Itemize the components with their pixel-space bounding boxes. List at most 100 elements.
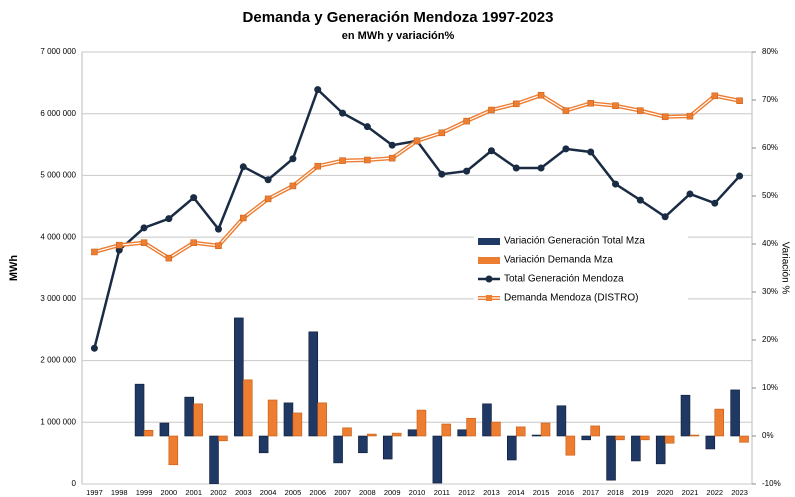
y-tick-label: 6 000 000 xyxy=(40,109,76,118)
x-tick-label: 2005 xyxy=(285,488,302,497)
y-tick-label: 7 000 000 xyxy=(40,47,76,56)
marker xyxy=(264,195,272,203)
bar xyxy=(631,435,641,462)
bar xyxy=(655,435,666,465)
legend-label: Variación Demanda Mza xyxy=(504,255,613,266)
bar xyxy=(680,394,691,437)
bar xyxy=(739,435,749,443)
y2-tick-label: 40% xyxy=(762,239,778,248)
marker xyxy=(612,180,620,188)
y2-tick-label: 80% xyxy=(762,47,778,56)
legend-label: Variación Generación Total Mza xyxy=(504,236,645,247)
bar xyxy=(531,434,542,437)
marker xyxy=(264,176,272,184)
x-tick-label: 2020 xyxy=(657,488,674,497)
bar xyxy=(432,435,443,484)
bar xyxy=(143,429,154,437)
x-tick-label: 2006 xyxy=(309,488,326,497)
x-tick-label: 2011 xyxy=(434,488,450,497)
chart-subtitle: en MWh y variación% xyxy=(342,30,455,42)
bar xyxy=(382,435,393,460)
marker xyxy=(736,172,744,180)
marker xyxy=(487,147,495,155)
bar xyxy=(581,435,592,441)
marker xyxy=(711,92,719,100)
marker xyxy=(215,242,222,250)
marker xyxy=(736,97,743,105)
bar xyxy=(540,422,551,437)
y-tick-label: 0 xyxy=(72,479,77,488)
marker xyxy=(140,224,148,232)
y-tick-label: 1 000 000 xyxy=(40,417,76,426)
x-tick-label: 1998 xyxy=(111,488,128,497)
y2-tick-label: 10% xyxy=(762,383,778,392)
y2-tick-label: 70% xyxy=(762,95,778,104)
y-tick-label: 5 000 000 xyxy=(40,171,76,180)
bar xyxy=(466,417,476,437)
marker xyxy=(388,154,396,162)
bar xyxy=(705,435,716,450)
marker xyxy=(214,225,222,233)
bar xyxy=(134,383,145,437)
bar xyxy=(491,421,501,437)
x-tick-label: 2017 xyxy=(582,488,599,497)
y2-tick-label: 50% xyxy=(762,191,778,200)
x-tick-label: 2009 xyxy=(384,488,401,497)
bar xyxy=(640,435,650,441)
x-tick-label: 2015 xyxy=(533,488,550,497)
legend-swatch xyxy=(478,257,500,264)
bar xyxy=(242,379,253,437)
marker xyxy=(587,99,594,107)
bar xyxy=(333,435,343,464)
x-tick-label: 2000 xyxy=(161,488,178,497)
bar xyxy=(664,435,675,444)
marker xyxy=(537,91,545,99)
legend-label: Demanda Mendoza (DISTRO) xyxy=(504,293,639,304)
x-tick-label: 2013 xyxy=(483,488,500,497)
bar xyxy=(441,423,452,437)
marker xyxy=(339,109,347,117)
bar xyxy=(292,412,303,437)
marker xyxy=(661,213,669,221)
marker xyxy=(90,344,98,352)
y2-tick-label: 0% xyxy=(762,431,774,440)
marker xyxy=(463,117,470,125)
y2-tick-label: 20% xyxy=(762,335,778,344)
y2-tick-label: 30% xyxy=(762,287,778,296)
x-tick-label: 2004 xyxy=(260,488,277,497)
marker xyxy=(314,86,322,94)
y-axis-label: MWh xyxy=(8,255,20,282)
x-tick-label: 1999 xyxy=(136,488,153,497)
bar xyxy=(606,435,616,481)
y-tick-label: 2 000 000 xyxy=(40,356,76,365)
bar xyxy=(507,435,517,461)
marker xyxy=(463,167,471,175)
bar xyxy=(317,402,327,437)
marker xyxy=(190,239,197,246)
x-tick-label: 2022 xyxy=(706,488,723,497)
legend-box xyxy=(474,231,688,311)
marker xyxy=(240,214,247,222)
bar xyxy=(565,435,576,456)
marker xyxy=(115,241,123,249)
bar xyxy=(234,317,244,437)
marker xyxy=(289,182,297,190)
bar xyxy=(556,405,567,437)
marker xyxy=(686,190,694,198)
marker xyxy=(562,145,570,153)
marker xyxy=(165,215,173,223)
marker xyxy=(165,254,173,262)
y-tick-label: 3 000 000 xyxy=(40,294,76,303)
x-tick-label: 2021 xyxy=(682,488,699,497)
legend-label: Total Generación Mendoza xyxy=(504,274,624,285)
bar xyxy=(184,396,194,437)
x-tick-label: 2012 xyxy=(458,488,475,497)
bar xyxy=(267,399,278,437)
marker xyxy=(364,156,371,164)
marker xyxy=(438,129,446,137)
marker xyxy=(314,162,321,170)
marker xyxy=(587,148,595,156)
x-tick-label: 2014 xyxy=(508,488,525,497)
bar xyxy=(730,389,740,437)
